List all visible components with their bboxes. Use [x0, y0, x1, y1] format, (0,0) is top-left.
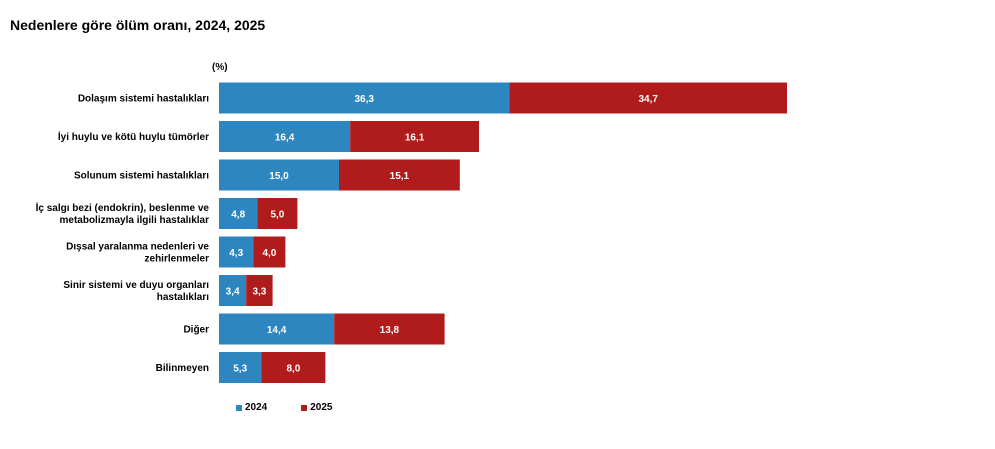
- legend-item-2025: 2025: [301, 402, 333, 413]
- category-label: Sinir sistemi ve duyu organları hastalıkl…: [63, 280, 209, 303]
- legend: 2024 2025: [236, 402, 333, 413]
- category-label: Dışsal yaralanma nedenleri ve zehirlenmel…: [66, 242, 209, 265]
- legend-label-2024: 2024: [245, 402, 268, 413]
- data-label: 16,4: [275, 133, 295, 144]
- bar-2025: [509, 82, 787, 114]
- data-label: 15,0: [269, 171, 289, 182]
- data-label: 14,4: [267, 325, 287, 336]
- unit-label: (%): [212, 62, 228, 73]
- bar-2024: [219, 352, 262, 383]
- bar-2025: [246, 275, 273, 306]
- chart-title: Nedenlere göre ölüm oranı, 2024, 2025: [10, 17, 266, 33]
- bar-2025: [334, 313, 445, 345]
- bar-2024: [219, 159, 339, 191]
- bar-2025: [261, 352, 326, 383]
- data-label: 4,0: [262, 248, 276, 259]
- category-label: Dolaşım sistemi hastalıkları: [78, 94, 209, 105]
- category-label: İç salgı bezi (endokrin), beslenme ve met…: [36, 201, 210, 226]
- bar-2024: [219, 236, 254, 268]
- data-label: 5,0: [270, 210, 284, 221]
- data-label: 34,7: [638, 94, 658, 105]
- bar-2024: [219, 198, 258, 229]
- legend-swatch-2024: [236, 404, 242, 411]
- category-label: İyi huylu ve kötü huylu tümörler: [58, 130, 209, 143]
- bar-2025: [350, 121, 479, 152]
- data-label: 5,3: [233, 364, 247, 375]
- legend-swatch-2025: [301, 404, 308, 411]
- data-label: 16,1: [405, 133, 425, 144]
- data-label: 13,8: [380, 325, 400, 336]
- data-label: 4,3: [229, 248, 243, 259]
- data-label: 3,4: [226, 287, 240, 298]
- legend-item-2024: 2024: [236, 402, 267, 413]
- category-label: Bilinmeyen: [156, 363, 209, 374]
- data-label: 15,1: [390, 171, 410, 182]
- data-label: 4,8: [231, 210, 245, 221]
- bar-2024: [219, 121, 351, 152]
- bar-2025: [339, 159, 460, 191]
- bar-2025: [257, 198, 298, 229]
- bar-2025: [253, 236, 286, 268]
- data-label: 36,3: [354, 94, 374, 105]
- data-label: 3,3: [252, 287, 266, 298]
- data-label: 8,0: [286, 364, 300, 375]
- bar-2024: [219, 275, 247, 306]
- bar-2024: [219, 313, 335, 345]
- bar-2024: [219, 82, 510, 114]
- legend-label-2025: 2025: [310, 402, 333, 413]
- category-label: Diğer: [183, 325, 209, 336]
- category-label: Solunum sistemi hastalıkları: [74, 171, 209, 182]
